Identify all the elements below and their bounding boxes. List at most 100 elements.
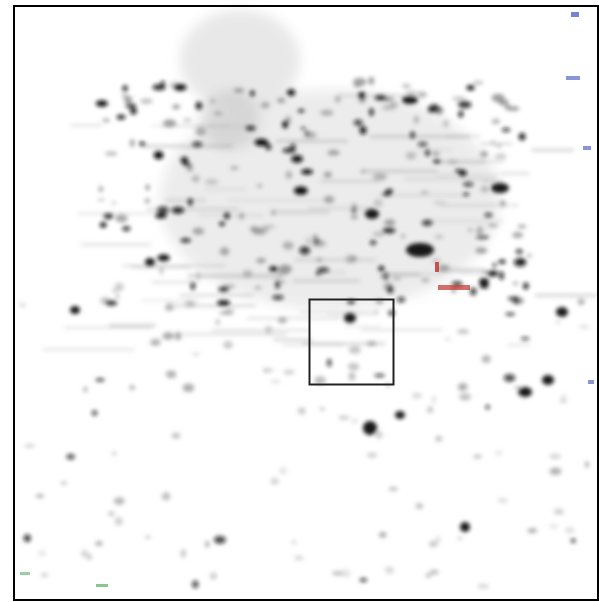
streak: [300, 310, 375, 313]
spot: [243, 270, 253, 277]
spot: [473, 81, 484, 84]
spot: [494, 153, 506, 160]
streak: [43, 348, 135, 352]
marker: [588, 380, 594, 384]
spot: [114, 497, 125, 505]
streak: [142, 144, 233, 148]
haze: [200, 90, 260, 150]
spot: [426, 573, 431, 578]
spot: [271, 478, 279, 485]
spot: [286, 171, 293, 180]
spot: [263, 369, 270, 373]
spot: [291, 540, 296, 545]
marker: [20, 572, 30, 575]
streak: [345, 325, 382, 327]
spot: [250, 90, 254, 96]
spot: [385, 189, 393, 193]
spot: [383, 192, 392, 195]
spot: [476, 236, 489, 239]
spot: [433, 160, 440, 164]
spot: [367, 453, 377, 458]
spot: [214, 112, 223, 115]
streak: [180, 294, 254, 297]
spot: [517, 225, 526, 229]
spot: [556, 307, 568, 317]
spot: [363, 421, 377, 435]
spot: [435, 436, 442, 442]
spot: [299, 246, 310, 255]
spot: [549, 524, 559, 528]
spot: [444, 338, 450, 341]
spot: [492, 94, 505, 102]
spot: [380, 273, 389, 279]
streak: [199, 214, 264, 216]
spot: [350, 257, 357, 261]
spot: [358, 92, 365, 99]
page: (() => { const svg = document.getElement…: [0, 0, 599, 602]
streak: [70, 124, 101, 126]
spot: [193, 228, 204, 235]
spot: [111, 289, 118, 292]
spot: [246, 126, 256, 130]
streak: [481, 142, 512, 144]
spot: [210, 573, 217, 580]
spot: [492, 263, 496, 267]
spot: [70, 306, 80, 314]
spot: [521, 337, 530, 340]
spot: [185, 301, 195, 307]
spot: [429, 570, 438, 575]
spot: [187, 166, 193, 172]
spot: [402, 84, 411, 89]
spot: [298, 109, 305, 112]
spot: [421, 278, 430, 282]
spot: [374, 309, 379, 315]
spot: [214, 536, 226, 544]
spot: [192, 175, 200, 182]
spot: [19, 303, 25, 308]
streak: [361, 169, 438, 173]
spot: [157, 254, 169, 261]
spot: [491, 183, 509, 193]
streak: [308, 207, 374, 210]
spot: [255, 286, 261, 289]
spot: [516, 249, 523, 254]
streak: [418, 149, 452, 151]
spot: [348, 372, 355, 380]
spot: [435, 235, 444, 239]
spot: [140, 98, 152, 103]
spot: [239, 213, 244, 220]
spot: [278, 317, 287, 324]
spot: [389, 101, 399, 107]
spot: [395, 411, 405, 419]
spot: [145, 258, 155, 266]
streak: [183, 333, 287, 336]
spot: [505, 313, 515, 316]
spot: [463, 182, 474, 186]
spot: [401, 234, 405, 238]
spot: [24, 534, 31, 542]
spot: [216, 319, 220, 326]
spot: [217, 300, 230, 306]
spot: [578, 298, 585, 305]
spot: [183, 384, 194, 393]
streak: [205, 188, 247, 191]
spot: [276, 271, 289, 275]
spot: [117, 115, 126, 120]
spot: [342, 569, 351, 577]
spot: [301, 127, 305, 130]
streak: [122, 264, 226, 267]
spot: [414, 116, 419, 124]
spot: [196, 272, 200, 280]
spot: [504, 374, 515, 382]
streak: [436, 173, 499, 176]
spot: [402, 96, 418, 104]
spot: [468, 228, 474, 232]
spot: [224, 308, 234, 315]
spot: [24, 444, 35, 447]
spot: [579, 325, 590, 329]
spot: [108, 511, 115, 516]
streak: [188, 274, 282, 278]
spot: [183, 118, 192, 123]
spot: [191, 282, 195, 290]
spot: [502, 128, 511, 132]
